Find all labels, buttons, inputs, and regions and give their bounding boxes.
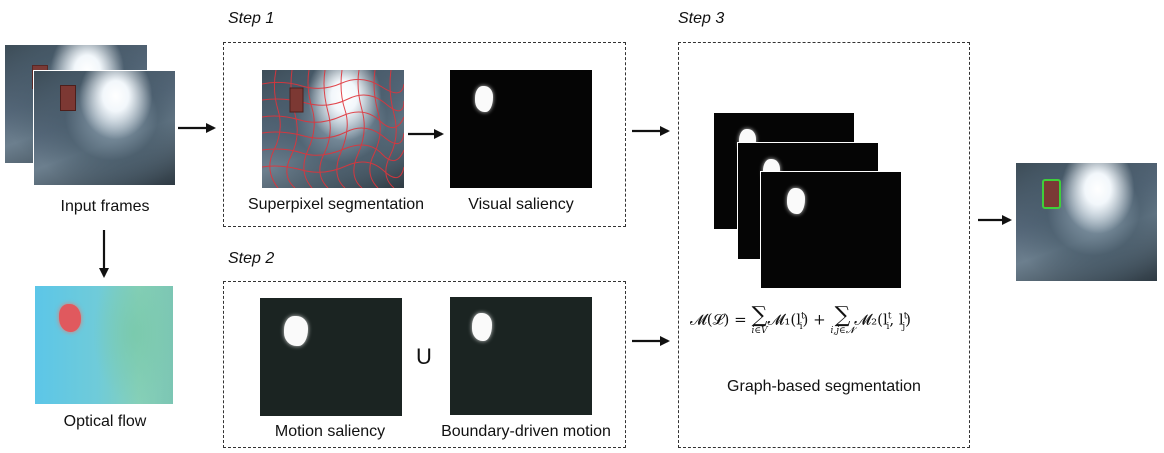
flow-blob (59, 304, 81, 332)
object-marker (60, 85, 76, 111)
energy-formula: 𝓜(𝓛) = ∑ i∈V 𝓜₁(lti) + ∑ i,j∈𝓝 𝓜₂(lti, ltj) (690, 303, 911, 336)
step3-box (678, 42, 970, 448)
caption-input-frames: Input frames (60, 198, 150, 215)
step1-title: Step 1 (228, 10, 275, 27)
caption-optical-flow: Optical flow (63, 413, 147, 430)
formula-term2: 𝓜₂(l (854, 310, 888, 329)
seg-blob (787, 188, 805, 214)
boundary-blob (472, 313, 492, 341)
term1-superscript: t (801, 311, 805, 322)
caption-visual-saliency: Visual saliency (468, 196, 574, 213)
union-symbol: U (416, 344, 432, 369)
object-marker (289, 87, 304, 113)
sum-2: ∑ i,j∈𝓝 (830, 303, 855, 336)
formula-term2-args: l (898, 310, 904, 329)
output-frame (1016, 163, 1157, 281)
saliency-blob (475, 86, 493, 112)
optical-flow-image (35, 286, 173, 404)
step2-title: Step 2 (228, 250, 275, 267)
formula-term1: 𝓜₁(l (767, 310, 802, 329)
caption-superpixel: Superpixel segmentation (247, 196, 425, 213)
detection-box (1042, 179, 1061, 209)
formula-plus: + (808, 310, 831, 329)
step3-title: Step 3 (678, 10, 725, 27)
step2-box (223, 281, 626, 448)
caption-graph-segmentation: Graph-based segmentation (727, 378, 921, 395)
superpixel-grid (262, 70, 404, 188)
formula-lhs: 𝓜(𝓛) = (690, 310, 752, 329)
sum-1: ∑ i∈V (751, 303, 768, 336)
sum1-subscript: i∈V (751, 326, 768, 336)
sum2-subscript: i,j∈𝓝 (830, 326, 855, 336)
caption-motion-saliency: Motion saliency (274, 423, 386, 440)
term1-subscript: i (799, 321, 803, 332)
superpixel-image (262, 70, 404, 188)
step1-box (223, 42, 626, 227)
input-frame-front (33, 70, 176, 186)
motion-blob (284, 316, 308, 346)
boundary-motion-image (450, 297, 592, 415)
segmentation-frame-3 (760, 171, 902, 289)
visual-saliency-image (450, 70, 592, 188)
motion-saliency-image (260, 298, 402, 416)
caption-boundary-motion: Boundary-driven motion (441, 423, 611, 440)
